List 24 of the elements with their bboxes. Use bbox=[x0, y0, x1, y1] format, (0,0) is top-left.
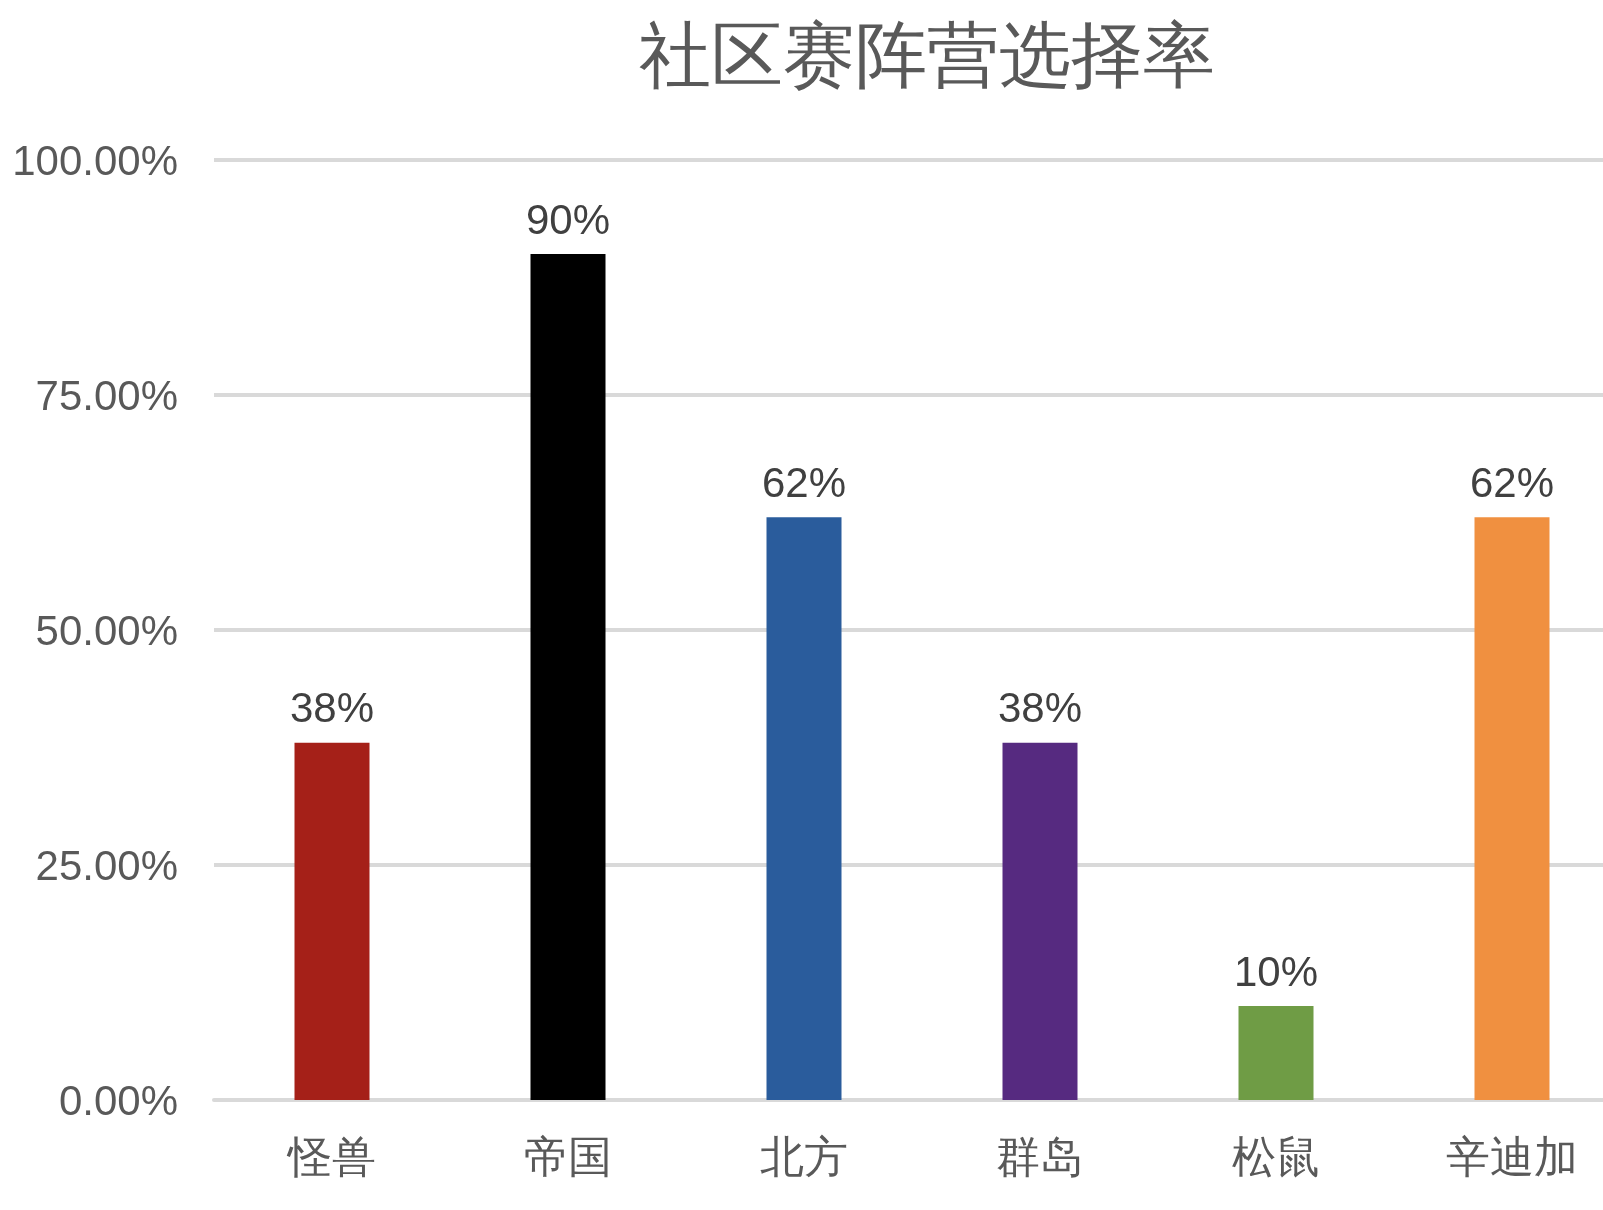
x-tick-label: 群岛 bbox=[996, 1131, 1084, 1181]
y-tick-label: 75.00% bbox=[35, 371, 178, 419]
x-tick-label: 怪兽 bbox=[286, 1131, 376, 1181]
bar bbox=[766, 517, 842, 1100]
bar bbox=[530, 254, 606, 1100]
bar bbox=[294, 742, 370, 1100]
data-label: 10% bbox=[1233, 947, 1319, 995]
x-tick-label: 北方 bbox=[760, 1131, 848, 1181]
y-tick-label: 25.00% bbox=[35, 841, 178, 889]
data-label: 62% bbox=[761, 458, 847, 506]
data-label: 62% bbox=[1469, 458, 1555, 506]
y-tick-label: 0.00% bbox=[58, 1076, 178, 1124]
x-tick-label: 辛迪加 bbox=[1446, 1131, 1578, 1181]
bar bbox=[1002, 742, 1078, 1100]
data-label: 90% bbox=[525, 195, 611, 243]
chart-title: 社区赛阵营选择率 bbox=[639, 15, 1215, 95]
y-tick-label: 100.00% bbox=[12, 136, 178, 184]
x-tick-label: 松鼠 bbox=[1232, 1131, 1320, 1181]
x-tick-label: 帝国 bbox=[524, 1131, 612, 1181]
y-tick-label: 50.00% bbox=[35, 606, 178, 654]
bar bbox=[1238, 1006, 1314, 1100]
data-label: 38% bbox=[289, 684, 375, 732]
bar bbox=[1474, 517, 1550, 1100]
data-label: 38% bbox=[997, 684, 1083, 732]
